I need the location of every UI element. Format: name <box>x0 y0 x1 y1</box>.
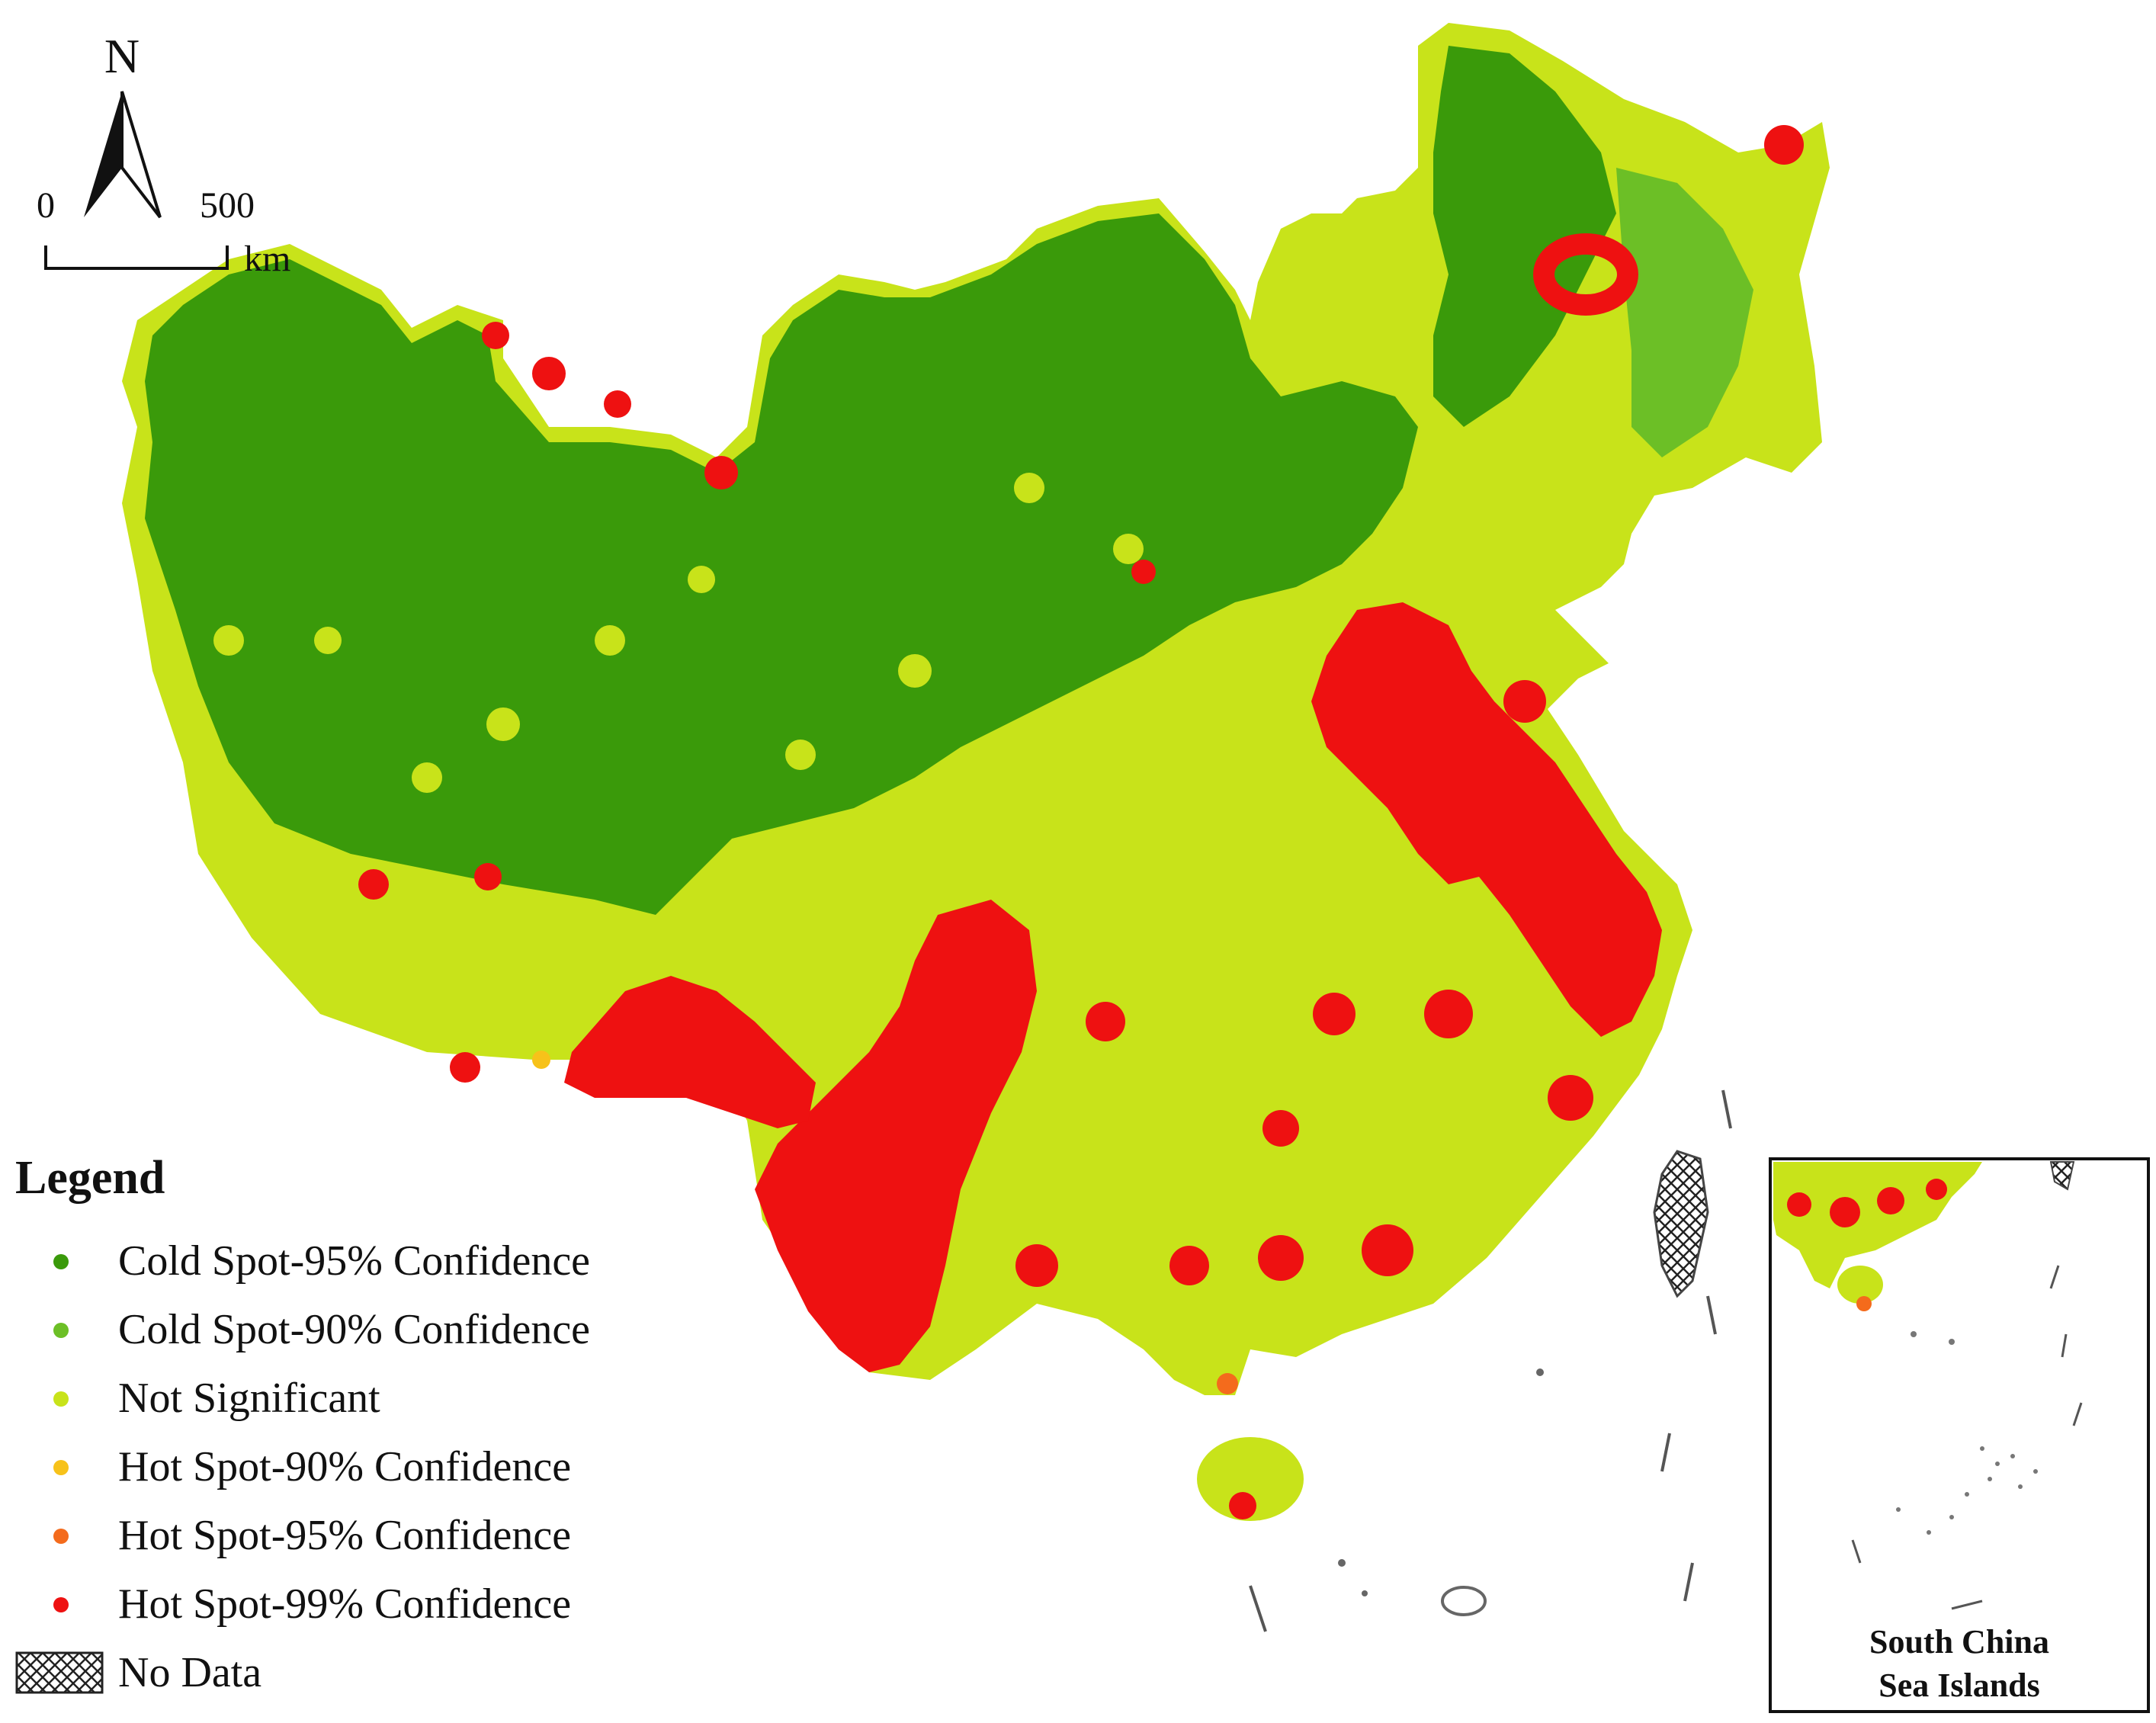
scale-bar: 0 500 km <box>37 185 290 279</box>
hot-spot-dot <box>1313 993 1356 1035</box>
legend-label-no-data: No Data <box>118 1649 261 1696</box>
hot-spot-dot <box>1262 1110 1299 1147</box>
inset-taiwan-no-data <box>2049 1161 2075 1191</box>
hot-spot-east-region <box>1311 602 1662 1037</box>
not-significant-dot <box>595 625 625 656</box>
scale-unit-label: km <box>244 239 290 279</box>
legend-dot-not-significant <box>53 1391 69 1407</box>
not-significant-dot <box>213 625 244 656</box>
hot-spot-south-border-region <box>564 976 816 1128</box>
legend-dot-hot-90 <box>53 1460 69 1475</box>
not-significant-dot <box>486 707 520 741</box>
legend-item-cold-90: Cold Spot-90% Confidence <box>53 1306 590 1353</box>
hot-spot-dot <box>1548 1075 1593 1121</box>
hot-spot-dot <box>1258 1235 1304 1281</box>
cold-spot-northeast-region-2 <box>1616 168 1753 457</box>
legend-label-hot-90: Hot Spot-90% Confidence <box>118 1443 571 1490</box>
hot-spot-dot <box>1131 560 1156 584</box>
legend-item-no-data: No Data <box>15 1649 261 1696</box>
hot-spot-dot <box>1764 125 1804 165</box>
legend-dot-cold-95 <box>53 1254 69 1269</box>
taiwan-no-data <box>1653 1150 1709 1298</box>
legend-title: Legend <box>15 1152 165 1204</box>
hot-spot-dot <box>1424 990 1473 1038</box>
hot-spot-dot <box>1015 1244 1058 1287</box>
small-islands <box>1338 1368 1544 1616</box>
scale-end-label: 500 <box>200 185 255 226</box>
legend-dot-hot-95 <box>53 1529 69 1544</box>
legend-dot-hot-99 <box>53 1597 69 1612</box>
inset-hot-spot <box>1926 1179 1947 1200</box>
inset-boundary-dashes <box>1851 1265 2083 1610</box>
hot-spot-dot <box>704 456 738 489</box>
hot-spot-dot-orange <box>1217 1373 1238 1394</box>
legend-item-hot-90: Hot Spot-90% Confidence <box>53 1443 571 1490</box>
legend: Legend Cold Spot-95% Confidence Cold Spo… <box>15 1152 590 1696</box>
legend-label-hot-99: Hot Spot-99% Confidence <box>118 1580 571 1628</box>
legend-swatch-no-data <box>15 1651 104 1694</box>
hot-spot-dot <box>482 322 509 349</box>
inset-hot-spot <box>1877 1187 1904 1214</box>
sea-boundary-lines <box>1249 1089 1732 1632</box>
inset-hainan <box>1837 1266 1883 1304</box>
inset-hot-spot <box>1787 1192 1811 1217</box>
legend-label-hot-95: Hot Spot-95% Confidence <box>118 1512 571 1559</box>
not-significant-dot <box>412 762 442 793</box>
north-arrow: N <box>84 29 162 219</box>
inset-hot-spot-orange <box>1856 1296 1872 1311</box>
hot-spot-dot-hainan <box>1229 1492 1256 1519</box>
hot-spot-dot <box>1503 680 1546 723</box>
legend-item-cold-95: Cold Spot-95% Confidence <box>53 1237 590 1285</box>
not-significant-dot <box>688 566 715 593</box>
not-significant-dot <box>898 654 932 688</box>
legend-label-cold-90: Cold Spot-90% Confidence <box>118 1306 590 1353</box>
hainan-island <box>1197 1437 1304 1521</box>
scale-start-label: 0 <box>37 185 55 226</box>
legend-item-hot-99: Hot Spot-99% Confidence <box>53 1580 571 1628</box>
legend-label-cold-95: Cold Spot-95% Confidence <box>118 1237 590 1285</box>
hot-spot-dot <box>1169 1246 1209 1285</box>
not-significant-dot <box>1014 473 1044 503</box>
hot-spot-dot <box>1086 1002 1125 1041</box>
hot-spot-dot <box>450 1052 480 1083</box>
hot-spot-dot <box>604 390 631 418</box>
not-significant-dot <box>785 740 816 770</box>
not-significant-dot <box>1113 534 1144 564</box>
inset-hot-spot <box>1830 1197 1860 1227</box>
hot-spot-dot <box>532 357 566 390</box>
cold-spot-west-region <box>145 213 1418 915</box>
inset-title-line1: South China <box>1869 1623 2049 1660</box>
hot-spot-dot-yellow <box>532 1051 550 1069</box>
hot-spot-southwest-region <box>755 900 1037 1372</box>
north-label: N <box>104 29 140 83</box>
legend-item-not-significant: Not Significant <box>53 1375 380 1422</box>
china-mainland <box>122 23 1830 1521</box>
hot-spot-dot <box>474 863 502 890</box>
hot-spot-dot <box>1362 1224 1413 1276</box>
inset-title-line2: Sea Islands <box>1878 1667 2040 1704</box>
legend-dot-cold-90 <box>53 1323 69 1338</box>
legend-item-hot-95: Hot Spot-95% Confidence <box>53 1512 571 1559</box>
not-significant-dot <box>314 627 342 654</box>
hot-spot-dot <box>358 869 389 900</box>
inset-islands <box>1896 1331 2038 1535</box>
cold-spot-northeast-region <box>1433 46 1616 427</box>
inset-south-china-sea: South China Sea Islands <box>1769 1157 2150 1713</box>
legend-label-not-significant: Not Significant <box>118 1375 380 1422</box>
hot-spot-northeast-ring <box>1533 233 1638 316</box>
